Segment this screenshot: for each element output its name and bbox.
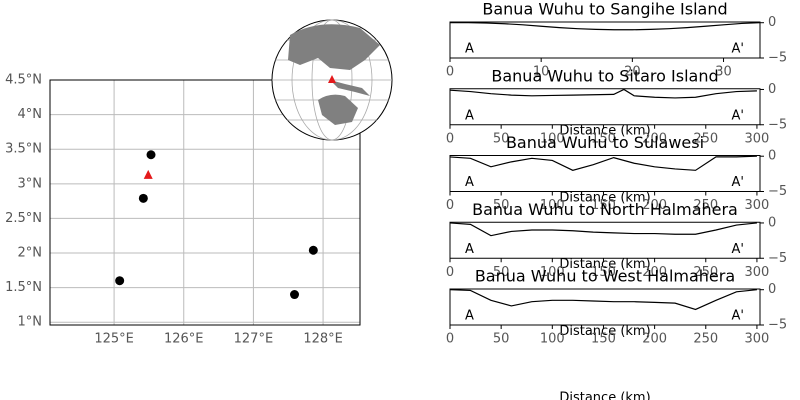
globe-inset [271, 19, 393, 141]
annotation: A [465, 242, 474, 257]
y-tick-label: −5 [768, 117, 787, 132]
y-tick-label: 0 [768, 282, 776, 297]
x-tick-label: 250 [693, 265, 718, 280]
volcano [143, 169, 153, 179]
x-tick-label: 10 [533, 65, 550, 80]
y-tick-label: 0 [768, 15, 776, 30]
annotation: A' [732, 309, 744, 324]
x-tick-label: 50 [493, 198, 510, 213]
y-tick-label: −5 [768, 251, 787, 266]
x-tick-label: 150 [591, 332, 616, 347]
x-tick-label: 200 [642, 332, 667, 347]
x-tick-label: 126°E [164, 332, 204, 347]
x-tick-label: 200 [642, 198, 667, 213]
station [115, 276, 125, 286]
x-tick-label: 150 [591, 265, 616, 280]
annotation: A [465, 42, 474, 57]
x-tick-label: 200 [642, 265, 667, 280]
x-axis-label: Distance (km) [559, 324, 650, 339]
annotation: A [465, 108, 474, 123]
x-tick-label: 30 [715, 65, 732, 80]
x-tick-label: 150 [591, 198, 616, 213]
annotation: A [465, 309, 474, 324]
x-tick-label: 100 [540, 265, 565, 280]
y-tick-label: 4°N [18, 107, 43, 122]
map-frame [49, 79, 361, 326]
subplot-title: Banua Wuhu to Sangihe Island [482, 0, 727, 19]
station [308, 245, 318, 255]
y-tick-label: −5 [768, 51, 787, 66]
x-tick-label: 300 [745, 332, 770, 347]
x-tick-label: 50 [493, 265, 510, 280]
y-tick-label: −5 [768, 184, 787, 199]
volcano-marker [328, 75, 336, 83]
subplot-title: Banua Wuhu to Sulawesi [506, 133, 704, 152]
y-tick-label: 0 [768, 215, 776, 230]
y-tick-label: 0 [768, 149, 776, 164]
annotation: A' [732, 175, 744, 190]
x-tick-label: 0 [446, 131, 454, 146]
x-tick-label: 300 [745, 198, 770, 213]
y-tick-label: 2°N [18, 246, 43, 261]
x-tick-label: 127°E [234, 332, 274, 347]
y-tick-label: 2.5°N [5, 211, 42, 226]
subplot-title: Banua Wuhu to North Halmahera [472, 200, 738, 219]
y-tick-label: −5 [768, 318, 787, 333]
annotation: A' [732, 242, 744, 257]
x-tick-label: 100 [540, 198, 565, 213]
axes-bg [449, 221, 761, 259]
axes-bg [449, 288, 761, 326]
profile-line [450, 22, 761, 31]
x-tick-label: 250 [693, 198, 718, 213]
profile-line [449, 88, 757, 99]
x-tick-label: 250 [693, 131, 718, 146]
land [318, 94, 358, 125]
annotation: A' [732, 42, 744, 57]
x-tick-label: 0 [446, 65, 454, 80]
subplot-title: Banua Wuhu to Sitaro Island [491, 66, 718, 85]
y-tick-label: 1.5°N [5, 280, 42, 295]
x-axis-label: Distance (km) [559, 257, 650, 272]
y-tick-label: 3.5°N [5, 142, 42, 157]
x-tick-label: 125°E [94, 332, 134, 347]
annotation: A [465, 175, 474, 190]
x-tick-label: 100 [540, 332, 565, 347]
station [138, 193, 148, 203]
x-tick-label: 50 [493, 131, 510, 146]
x-tick-label: 100 [540, 131, 565, 146]
x-tick-label: 250 [693, 332, 718, 347]
profile-line [449, 155, 757, 171]
annotation: A' [732, 108, 744, 123]
x-axis-label: Distance (km) [559, 124, 650, 139]
axes-bg [449, 21, 761, 59]
y-tick-label: 4.5°N [5, 73, 42, 88]
station [290, 290, 300, 300]
x-tick-label: 0 [446, 332, 454, 347]
profile-line [449, 289, 757, 311]
land [330, 80, 370, 96]
x-tick-label: 300 [745, 131, 770, 146]
y-tick-label: 0 [768, 82, 776, 97]
subplot-title: Banua Wuhu to West Halmahera [475, 267, 735, 286]
x-axis-label: Distance (km) [559, 190, 650, 205]
x-tick-label: 0 [446, 198, 454, 213]
x-tick-label: 200 [642, 131, 667, 146]
x-tick-label: 20 [624, 65, 641, 80]
x-axis-label: Distance (km) [559, 391, 650, 400]
x-tick-label: 0 [446, 265, 454, 280]
x-tick-label: 150 [591, 131, 616, 146]
y-tick-label: 3°N [18, 176, 43, 191]
x-tick-label: 128°E [303, 332, 343, 347]
station [146, 150, 156, 160]
y-tick-label: 1°N [18, 315, 43, 330]
profile-line [449, 222, 757, 237]
x-tick-label: 50 [493, 332, 510, 347]
land [288, 24, 380, 71]
x-tick-label: 300 [745, 265, 770, 280]
